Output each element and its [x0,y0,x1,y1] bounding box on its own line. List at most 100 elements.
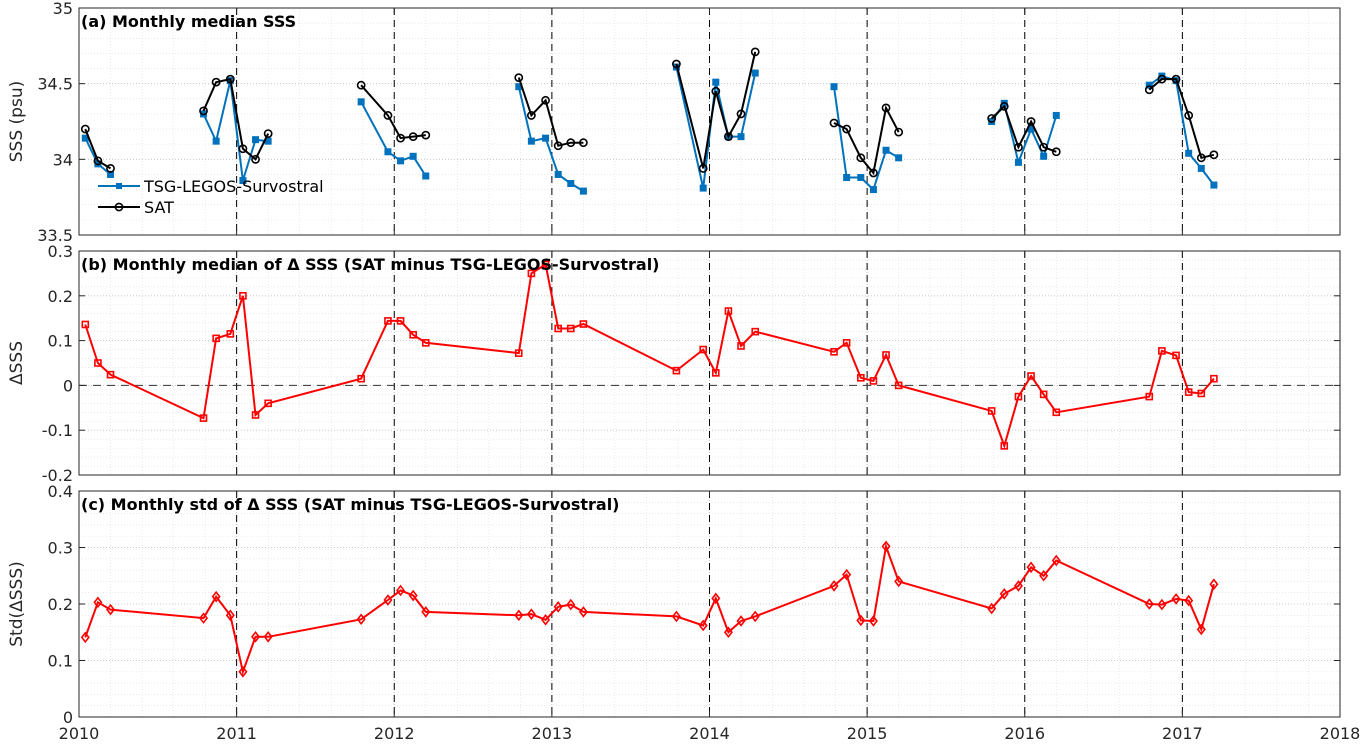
y-tick-label: 0 [63,376,73,395]
data-point [856,153,866,163]
data-point [736,109,746,119]
data-point [94,359,102,367]
data-point [578,606,588,618]
data-point [541,614,551,626]
data-point [842,568,852,581]
data-point [566,324,575,333]
data-point [514,349,523,357]
data-point [1210,374,1218,383]
data-point [409,152,417,160]
x-tick-label: 2013 [532,724,573,743]
data-point [81,320,90,329]
data-point [553,601,563,613]
panel-c: 0 0.1 0.2 0.3 0.4 2010 2011 2012 2013 2014 2015 201… [7,482,1360,743]
x-tick-label: 2011 [216,724,257,743]
data-point [421,339,430,347]
data-point [1144,85,1154,95]
data-point [422,172,430,180]
data-point [1196,153,1206,163]
x-tick-label: 2016 [1004,724,1045,743]
data-point [857,373,865,382]
data-point [829,580,839,592]
data-point [542,134,550,142]
data-point [357,98,365,106]
data-point [1197,164,1205,172]
series-line [84,128,112,170]
y-tick-label: 0 [63,708,73,727]
data-point [106,603,116,616]
data-point [1051,554,1061,567]
series-line [675,66,757,189]
data-point [999,588,1009,600]
data-point [869,186,877,194]
data-point [856,614,866,627]
y-tick-label: 0.2 [48,595,73,614]
data-point [566,138,576,148]
data-point [987,602,997,615]
data-point [724,132,733,142]
data-point [830,347,838,356]
data-point [211,590,221,603]
data-point [541,260,550,269]
data-point [1014,158,1022,166]
series-delta-sss [80,540,1219,678]
data-point [1185,149,1193,157]
y-tick-label: 35 [53,0,73,18]
data-point [396,584,406,597]
data-point [881,540,891,553]
data-point [1172,351,1180,360]
data-point [238,144,248,154]
data-point [1184,111,1194,120]
data-point [384,148,392,156]
data-point [566,598,576,611]
data-point [1052,111,1060,119]
data-point [1026,561,1036,574]
x-tick-label: 2015 [847,724,888,743]
series-sat [80,47,1219,178]
data-point [80,631,90,644]
data-point [553,141,563,151]
data-point [567,180,575,188]
series-line [84,542,1215,676]
data-point [1144,598,1154,610]
data-point [723,626,733,639]
data-point [1040,152,1048,160]
data-point [868,615,878,627]
panel-title: (a) Monthly median SSS [81,12,296,31]
data-point [987,407,996,415]
data-point [737,133,745,141]
y-tick-label: 0.2 [48,287,73,306]
y-axis-label: Std(ΔSSS) [7,561,27,647]
data-point [698,164,708,173]
data-point [212,137,220,145]
data-point [712,78,720,86]
data-point [1209,150,1219,160]
data-point [882,146,890,154]
data-point [672,366,681,375]
data-point [357,374,365,383]
data-point [396,317,405,325]
data-point [199,414,208,422]
data-point [724,307,733,315]
panel-title: (c) Monthly std of Δ SSS (SAT minus TSG-… [81,495,620,514]
data-point [397,157,405,165]
data-point [408,132,418,142]
series-line [360,84,426,140]
data-point [711,592,721,605]
data-point [199,106,208,116]
data-point [699,184,707,192]
y-tick-label: -0.2 [42,466,73,485]
data-point [579,187,587,195]
data-point [106,164,115,173]
y-tick-label: 0.4 [48,482,73,501]
y-tick-label: 34.5 [37,75,73,94]
legend: TSG-LEGOS-Survostral SAT [98,177,324,217]
data-point [1039,142,1049,152]
data-point [225,609,235,622]
data-point [383,594,393,606]
data-point [894,575,904,588]
data-point [869,377,878,385]
data-point [1039,390,1048,399]
x-tick-label: 2012 [374,724,415,743]
data-point [1145,392,1154,401]
